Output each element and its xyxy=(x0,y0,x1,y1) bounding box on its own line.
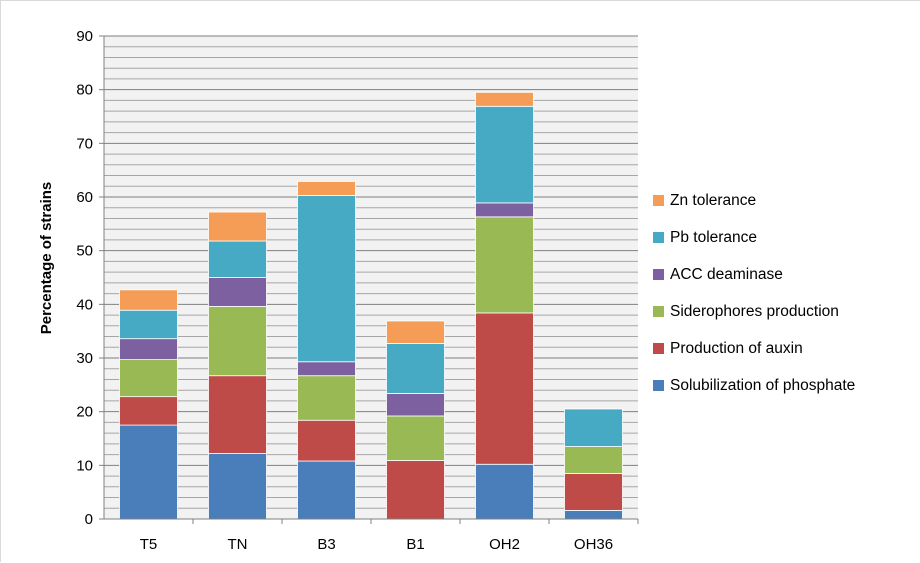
legend-swatch xyxy=(653,232,664,243)
legend-label: Solubilization of phosphate xyxy=(670,377,855,394)
bar-segment xyxy=(475,463,534,520)
legend-label: Production of auxin xyxy=(670,340,803,357)
y-tick-label: 0 xyxy=(85,511,93,528)
legend-swatch xyxy=(653,380,664,391)
bar-segment xyxy=(475,105,534,204)
y-tick-label: 50 xyxy=(76,243,93,260)
bar-segment xyxy=(564,446,623,474)
bar-segment xyxy=(208,277,267,307)
bar-segment xyxy=(475,216,534,314)
bar-segment xyxy=(119,396,178,426)
bar-segment xyxy=(208,211,267,242)
legend-label: ACC deaminase xyxy=(670,266,783,283)
x-tick-labels: T5 TN B3 B1 OH2 OH36 xyxy=(140,536,613,553)
x-tick-label: T5 xyxy=(140,536,158,553)
legend-swatch xyxy=(653,269,664,280)
y-tick-label: 90 xyxy=(76,28,93,45)
x-tick-label: B1 xyxy=(406,536,424,553)
y-tick-label: 80 xyxy=(76,82,93,99)
bar-segment xyxy=(297,419,356,462)
bar-segment xyxy=(475,202,534,218)
bar-segment xyxy=(386,320,445,344)
bar-segment xyxy=(297,181,356,196)
plot-area xyxy=(104,36,638,519)
bar-segment xyxy=(386,343,445,394)
y-tick-labels: 0 10 20 30 40 50 60 70 80 90 xyxy=(76,28,93,528)
legend-swatch xyxy=(653,195,664,206)
bar-segment xyxy=(297,375,356,421)
legend-label: Zn tolerance xyxy=(670,192,756,209)
x-tick-label: OH36 xyxy=(574,536,613,553)
legend: Zn tolerance Pb tolerance ACC deaminase Si… xyxy=(653,192,855,394)
y-tick-label: 60 xyxy=(76,189,93,206)
x-tick-label: OH2 xyxy=(489,536,520,553)
bar-segment xyxy=(564,408,623,447)
bar-segment xyxy=(564,510,623,520)
bar-segment xyxy=(208,306,267,377)
x-tick-label: TN xyxy=(228,536,248,553)
legend-label: Pb tolerance xyxy=(670,229,757,246)
bar-segment xyxy=(208,375,267,454)
y-axis-label: Percentage of strains xyxy=(38,182,55,335)
bar-segment xyxy=(297,460,356,520)
bar-segment xyxy=(119,289,178,311)
bar-segment xyxy=(297,194,356,363)
bar-segment xyxy=(564,472,623,511)
bar-segment xyxy=(475,91,534,107)
y-tick-label: 20 xyxy=(76,404,93,421)
legend-label: Siderophores production xyxy=(670,303,839,320)
bar-segment xyxy=(386,393,445,417)
y-tick-label: 40 xyxy=(76,296,93,313)
bar-segment xyxy=(208,240,267,278)
axes xyxy=(99,35,639,524)
gridlines xyxy=(104,35,638,520)
y-tick-label: 70 xyxy=(76,135,93,152)
bar-segment xyxy=(208,453,267,520)
y-tick-label: 30 xyxy=(76,350,93,367)
bar-segment xyxy=(386,460,445,520)
x-tick-label: B3 xyxy=(317,536,335,553)
bar-segment xyxy=(297,361,356,377)
bar-segment xyxy=(119,309,178,340)
bar-segment xyxy=(386,415,445,461)
bar-segment xyxy=(119,338,178,361)
bar-segment xyxy=(119,424,178,520)
y-tick-label: 10 xyxy=(76,457,93,474)
legend-swatch xyxy=(653,306,664,317)
legend-swatch xyxy=(653,343,664,354)
bar-segment xyxy=(119,359,178,398)
bar-segment xyxy=(475,312,534,465)
bars xyxy=(119,91,623,520)
